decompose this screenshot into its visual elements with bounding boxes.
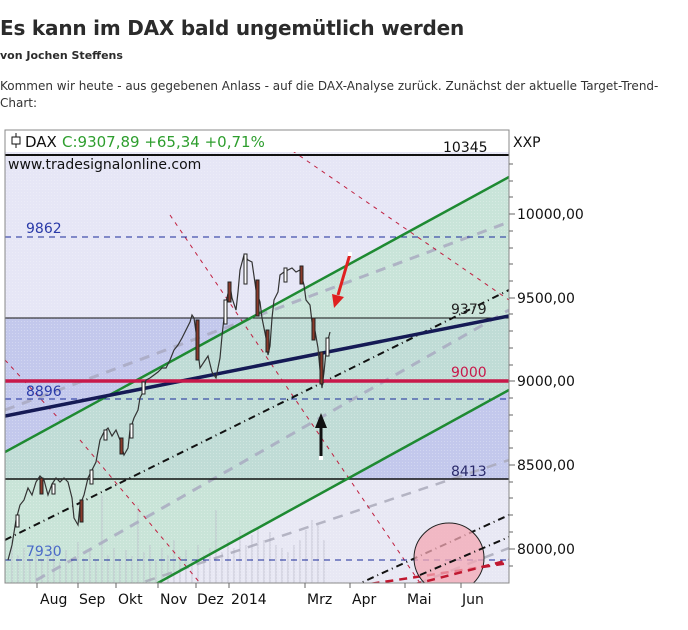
x-tick-apr: Apr [352,592,376,608]
level-label-8413: 8413 [451,464,487,480]
x-tick-mai: Mai [407,592,432,608]
level-label-7930: 7930 [26,544,62,560]
x-tick-2014: 2014 [231,592,267,608]
level-label-9379: 9379 [451,302,487,318]
dax-chart: DAX C:9307,89 +65,34 +0,71% www.tradesig… [0,125,688,630]
y-tick-8500: 8500,00 [517,458,575,474]
candlestick-icon [11,133,21,148]
lower-channel-line [155,388,509,583]
chart-quote: C:9307,89 +65,34 +0,71% [62,133,265,151]
target-circle [413,522,485,583]
article-intro: Kommen wir heute - aus gegebenen Anlass … [0,79,659,110]
x-tick-jun: Jun [461,592,484,608]
y-tick-8000: 8000,00 [517,542,575,558]
x-tick-dez: Dez [197,592,224,608]
x-tick-aug: Aug [40,592,67,608]
y-axis-ticks [509,163,515,567]
plot-area [5,152,509,583]
navy-trendline [5,314,509,418]
x-tick-mrz: Mrz [307,592,332,608]
level-label-9000: 9000 [451,365,487,381]
level-label-8896: 8896 [26,384,62,400]
x-axis-ticks [36,583,462,588]
chart-canvas: DAX C:9307,89 +65,34 +0,71% www.tradesig… [4,129,584,608]
exchange-label: XXP [513,135,541,151]
chart-symbol: DAX [25,133,57,151]
x-tick-nov: Nov [160,592,187,608]
red-arrow-annotation [332,252,352,308]
y-tick-9500: 9500,00 [517,291,575,307]
level-label-10345: 10345 [443,140,488,156]
y-tick-9000: 9000,00 [517,374,575,390]
y-tick-10000: 10000,00 [517,207,584,223]
chart-watermark: www.tradesignalonline.com [8,157,201,173]
black-arrow-annotation [315,413,327,460]
level-label-9862: 9862 [26,221,62,237]
x-tick-okt: Okt [118,592,143,608]
x-tick-sep: Sep [79,592,106,608]
article-title: Es kann im DAX bald ungemütlich werden [0,16,465,40]
price-candles [7,253,331,561]
article-byline: von Jochen Steffens [0,49,123,62]
